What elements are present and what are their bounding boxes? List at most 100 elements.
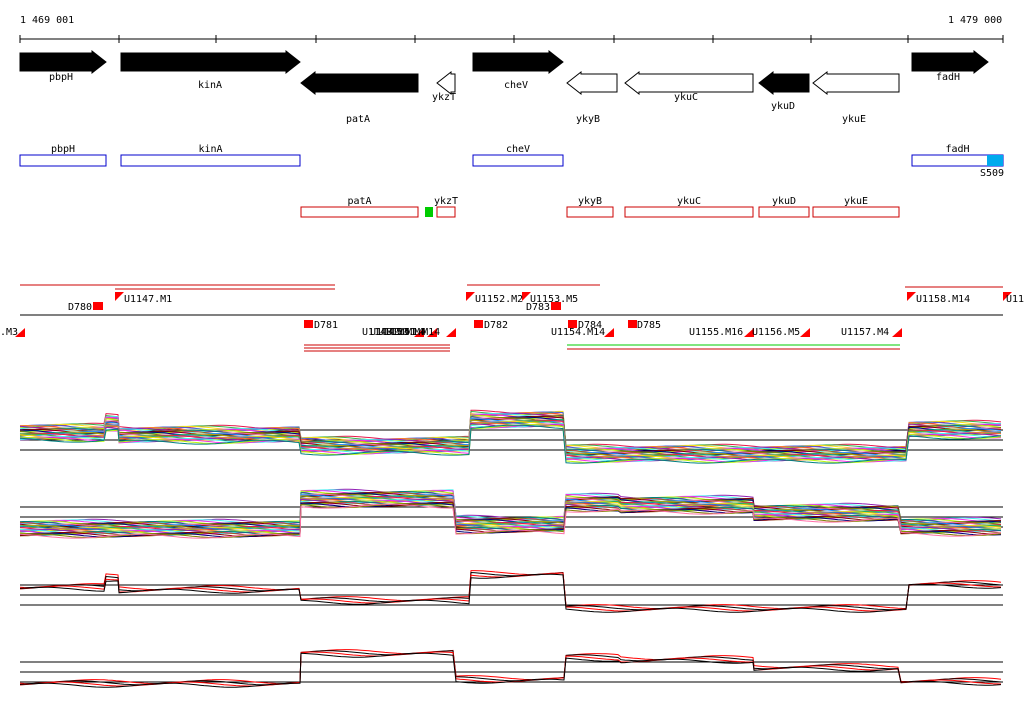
plus-box-pbpH <box>19 154 107 167</box>
segment-end-flag <box>427 328 437 337</box>
plus-box-label-fadH: fadH <box>945 144 969 155</box>
segment-label-lower: U1150.M4 <box>378 327 426 338</box>
segment-start-flag <box>907 292 916 301</box>
profile-line <box>19 419 1001 459</box>
minus-box-label-ykzT: ykzT <box>434 196 458 207</box>
minus-box-ykuC <box>624 206 754 218</box>
segment-start-flag <box>522 292 531 301</box>
down-marker <box>628 320 637 328</box>
gene-arrow-ykuE <box>812 70 900 96</box>
segment-label-lower: U1148.M4 <box>362 327 410 338</box>
profile-line <box>19 650 1002 686</box>
profile-line <box>19 494 1002 530</box>
expression-panel-1 <box>19 409 1003 464</box>
profile-line <box>19 503 1002 539</box>
profile-line <box>19 502 1002 538</box>
profile-line <box>19 418 1002 457</box>
down-label: D780 <box>68 302 92 313</box>
minus-box-label-ykuD: ykuD <box>772 196 796 207</box>
segment-end-flag <box>604 328 614 337</box>
minus-box-label-ykyB: ykyB <box>578 196 602 207</box>
profile-line <box>19 410 1002 450</box>
signal-marker <box>987 155 1003 166</box>
segment-end-flag <box>800 328 810 337</box>
down-label: D782 <box>484 320 508 331</box>
gene-arrow-ykuD <box>758 70 810 96</box>
segment-start-flag <box>466 292 475 301</box>
gene-arrow-ykuC <box>624 70 754 96</box>
profile-line <box>19 652 1002 688</box>
plus-box-label-cheV: cheV <box>506 144 530 155</box>
profile-line <box>19 489 1002 525</box>
segment-label-upper: U1152.M2 <box>475 294 523 305</box>
down-label: D781 <box>314 320 338 331</box>
green-marker <box>425 207 433 217</box>
segment-label-upper: U1158.M14 <box>916 294 970 305</box>
segment-label-lower: U1149.M14 <box>370 327 424 338</box>
gene-arrow-fadH <box>911 49 989 75</box>
minus-box-ykuE <box>812 206 900 218</box>
gene-arrow-ykyB <box>566 70 618 96</box>
ruler-start-label: 1 469 001 <box>20 15 74 26</box>
segment-label-lower: U1157.M4 <box>841 327 889 338</box>
gene-label-cheV: cheV <box>504 80 528 91</box>
expression-profile-panels <box>19 409 1003 688</box>
transcription-segment-track: U1147.M1 U1152.M2 U1153.M5 U1158.M14 U11 D780… <box>0 284 1024 352</box>
plus-box-cheV <box>472 154 564 167</box>
segment-end-flag <box>15 328 25 337</box>
gene-arrow-patA <box>300 70 419 96</box>
down-marker <box>568 320 577 328</box>
segment-end-flag <box>892 328 902 337</box>
profile-line <box>19 424 1002 464</box>
plus-strand-box-track: pbpH kinA cheV fadH S509 <box>19 144 1004 179</box>
signal-label: S509 <box>980 168 1004 179</box>
segment-label-lower: U1151.M14 <box>386 327 440 338</box>
segment-end-flag <box>446 328 456 337</box>
segment-label-lower: .M3 <box>0 327 18 338</box>
down-marker <box>304 320 313 328</box>
gene-arrow-cheV <box>472 49 564 75</box>
segment-start-flag <box>1003 292 1012 301</box>
minus-box-ykuD <box>758 206 810 218</box>
down-label: D783 <box>526 302 550 313</box>
coordinate-ruler: 1 469 001 1 479 000 <box>19 15 1004 43</box>
down-label: D784 <box>578 320 602 331</box>
minus-strand-box-track: patA ykzT ykyB ykuC ykuD ykuE <box>300 196 900 218</box>
profile-line <box>19 500 1002 536</box>
profile-line <box>19 502 1002 537</box>
expression-panel-2 <box>19 488 1003 539</box>
gene-arrow-kinA <box>120 49 301 75</box>
down-marker <box>551 302 561 310</box>
segment-end-flag <box>744 328 754 337</box>
segment-label-upper: U1147.M1 <box>124 294 172 305</box>
gene-label-ykuE: ykuE <box>842 114 866 125</box>
down-label: D785 <box>637 320 661 331</box>
segment-label-lower: U1156.M5 <box>752 327 800 338</box>
down-marker <box>93 302 103 310</box>
segment-label-upper: U1153.M5 <box>530 294 578 305</box>
plus-box-kinA <box>120 154 301 167</box>
ruler-end-label: 1 479 000 <box>948 15 1002 26</box>
segment-label-upper: U11 <box>1006 294 1024 305</box>
minus-box-label-ykuE: ykuE <box>844 196 868 207</box>
minus-box-label-ykuC: ykuC <box>677 196 701 207</box>
minus-box-ykzT <box>436 206 456 218</box>
segment-end-flag <box>414 328 424 337</box>
gene-label-patA: patA <box>346 114 370 125</box>
gene-label-ykzT: ykzT <box>432 92 456 103</box>
minus-box-label-patA: patA <box>347 196 371 207</box>
gene-arrow-ykzT <box>436 70 456 96</box>
minus-box-patA <box>300 206 419 218</box>
down-marker <box>474 320 483 328</box>
gene-label-pbpH: pbpH <box>49 72 73 83</box>
profile-line <box>19 423 1002 463</box>
expression-panel-4 <box>19 649 1003 688</box>
gene-label-ykuD: ykuD <box>771 101 795 112</box>
segment-label-lower: U1155.M16 <box>689 327 743 338</box>
gene-label-kinA: kinA <box>198 80 222 91</box>
expression-panel-3 <box>19 570 1003 613</box>
gene-label-ykuC: ykuC <box>674 92 698 103</box>
minus-box-ykyB <box>566 206 614 218</box>
gene-arrow-track: pbpH kinA patA ykzT cheV ykyB ykuC ykuD ykuE fadH <box>19 49 989 125</box>
